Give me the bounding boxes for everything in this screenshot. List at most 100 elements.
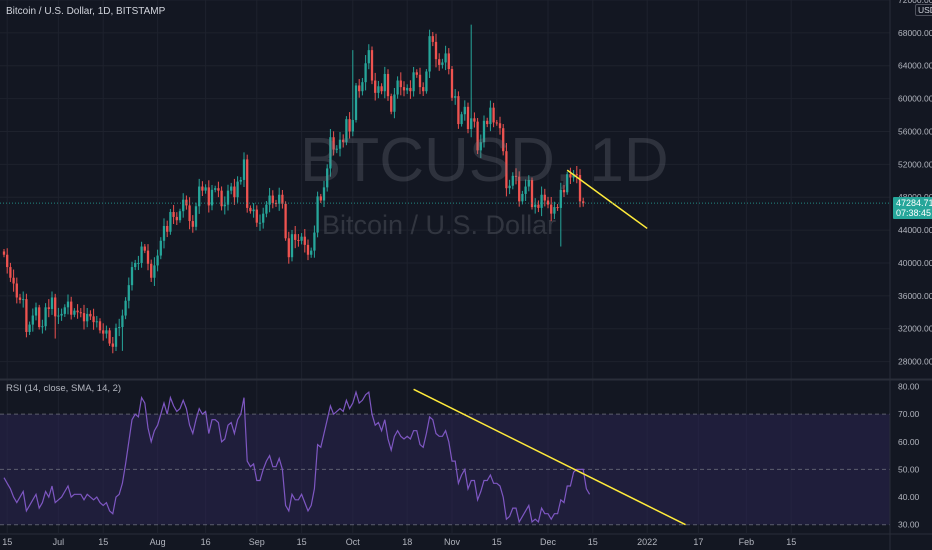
candle-body: [559, 189, 562, 208]
candle-body: [303, 236, 306, 245]
x-tick-label: 15: [492, 537, 502, 547]
candle-body: [441, 62, 444, 65]
candle: [79, 308, 82, 318]
price-tick-label: 60000.00: [898, 94, 932, 104]
candle: [454, 89, 457, 105]
candle-body: [550, 204, 553, 214]
candle-body: [454, 96, 457, 98]
rsi-legend[interactable]: RSI (14, close, SMA, 14, 2): [6, 383, 122, 394]
candle: [271, 190, 274, 209]
candle: [92, 308, 95, 330]
candle: [172, 204, 175, 225]
candle: [204, 184, 207, 194]
candle-body: [518, 176, 521, 202]
candle-body: [118, 327, 121, 329]
candle-body: [44, 307, 47, 327]
candle: [31, 308, 34, 332]
candle: [252, 203, 255, 218]
candle-body: [319, 196, 322, 201]
last-price-tag: 47284.71 07:38:45: [893, 197, 932, 219]
candle: [422, 82, 425, 96]
candle: [553, 201, 556, 219]
candle: [566, 171, 569, 195]
candle: [6, 248, 9, 274]
candle-body: [511, 175, 514, 186]
x-tick-label: 17: [693, 537, 703, 547]
candle: [207, 180, 210, 213]
x-tick-label: 15: [786, 537, 796, 547]
candle: [335, 145, 338, 154]
candle-body: [306, 244, 310, 255]
candle: [466, 102, 470, 134]
candle-body: [54, 297, 57, 317]
candle: [556, 204, 559, 211]
candle-body: [178, 211, 182, 221]
candle: [47, 299, 50, 318]
candle: [281, 189, 284, 209]
candle: [194, 202, 198, 231]
candle: [258, 214, 262, 231]
candle-body: [284, 203, 287, 239]
candle-body: [38, 307, 41, 328]
candle-body: [2, 251, 6, 255]
candle: [444, 45, 447, 71]
candle-body: [34, 307, 38, 316]
candle: [226, 184, 230, 211]
candle: [482, 115, 486, 148]
candle-body: [124, 300, 127, 316]
candle: [390, 93, 393, 115]
candle-body: [182, 199, 185, 212]
candle: [178, 208, 182, 223]
symbol-title[interactable]: Bitcoin / U.S. Dollar, 1D, BITSTAMP: [6, 6, 166, 17]
candle-body: [31, 315, 34, 325]
candle: [217, 181, 220, 198]
candle: [543, 188, 546, 207]
rsi-tick-label: 50.00: [898, 464, 920, 474]
candle-body: [226, 190, 230, 205]
price-tick-label: 72000.00: [898, 0, 932, 5]
candle-body: [188, 205, 191, 222]
candle-body: [313, 232, 316, 251]
candle: [150, 259, 153, 282]
candle: [182, 193, 185, 218]
candle: [508, 179, 511, 195]
candle-body: [172, 212, 175, 217]
candle: [470, 24, 473, 138]
candle: [82, 304, 86, 330]
candle-body: [370, 50, 374, 81]
candle-body: [569, 174, 572, 178]
candle: [118, 318, 121, 337]
candle: [303, 229, 306, 253]
candle: [297, 234, 300, 247]
candle-body: [338, 139, 342, 149]
candle-body: [361, 82, 364, 92]
candle-body: [479, 142, 482, 151]
candle-body: [63, 307, 66, 314]
candle: [98, 318, 102, 334]
candle-body: [60, 313, 63, 316]
x-tick-label: 15: [588, 537, 598, 547]
candle-body: [530, 179, 534, 208]
candle-body: [521, 193, 524, 202]
candle-body: [345, 119, 348, 143]
candle-body: [316, 196, 319, 233]
candle-body: [271, 195, 274, 203]
candle-body: [514, 175, 518, 177]
candle: [473, 112, 476, 128]
candle-body: [399, 80, 402, 88]
candle-body: [556, 207, 559, 209]
candle-body: [146, 250, 150, 264]
candle: [2, 248, 6, 258]
candle: [534, 198, 537, 214]
candle: [409, 80, 412, 99]
candle: [287, 231, 290, 264]
candle: [214, 185, 217, 193]
currency-label[interactable]: USD: [915, 4, 932, 16]
candle-body: [268, 195, 271, 205]
candle-body: [114, 327, 118, 347]
candle-body: [473, 118, 476, 122]
candle-body: [402, 87, 406, 91]
candle-body: [25, 299, 28, 332]
candle: [242, 152, 246, 188]
